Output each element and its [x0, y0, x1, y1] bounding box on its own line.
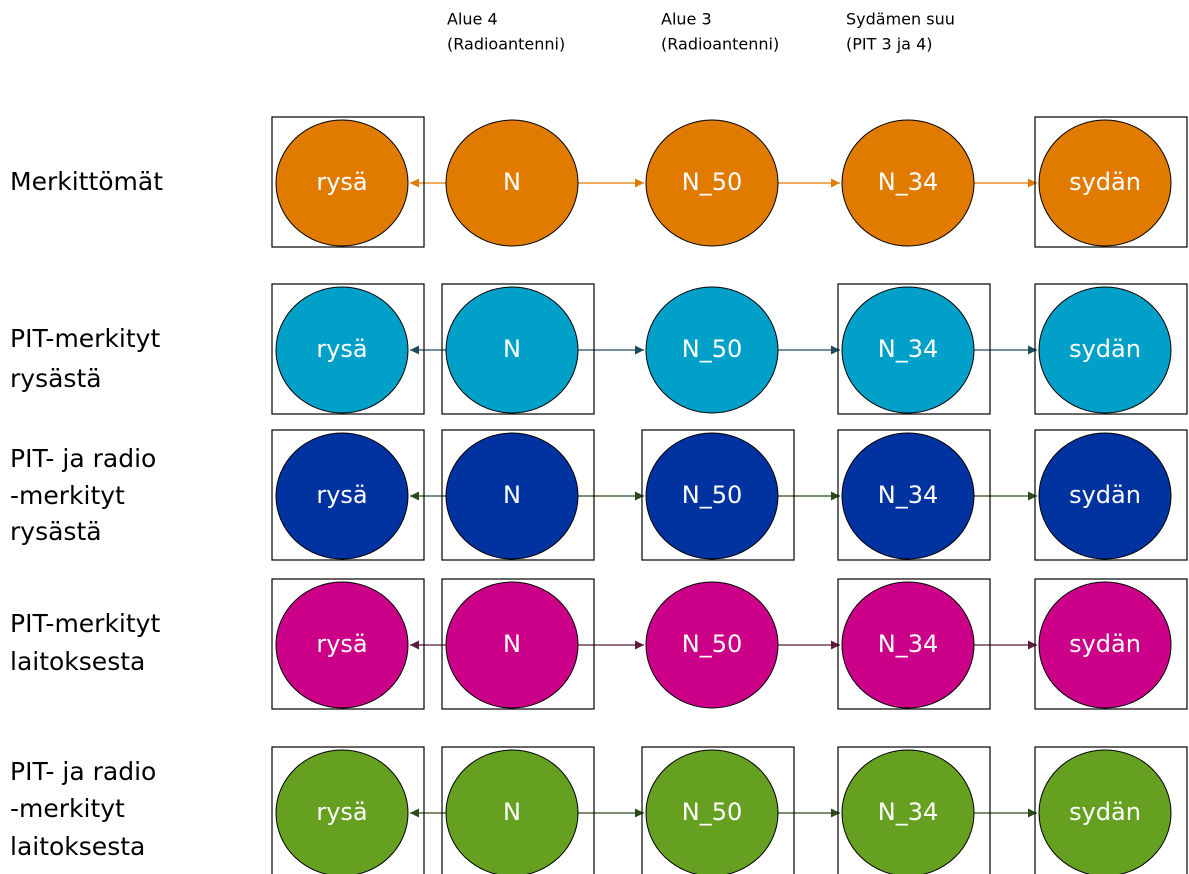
- row-label: PIT-merkityt: [10, 609, 160, 638]
- node: [445, 749, 579, 874]
- node: [275, 432, 409, 560]
- node-label: sydän: [1069, 335, 1141, 363]
- column-header: Alue 4: [447, 10, 498, 29]
- node-box: [441, 283, 595, 415]
- node-box: [641, 429, 795, 561]
- node: [645, 749, 779, 874]
- row-label: -merkityt: [10, 481, 125, 510]
- node: [645, 286, 779, 414]
- node-label: N_34: [878, 630, 939, 658]
- node-label: sydän: [1069, 630, 1141, 658]
- node-box: [271, 116, 425, 248]
- node-box: [837, 429, 991, 561]
- node: [275, 286, 409, 414]
- node-box: [837, 746, 991, 874]
- column-header: (PIT 3 ja 4): [846, 35, 933, 54]
- node-label: rysä: [316, 630, 367, 658]
- node: [841, 432, 975, 560]
- node-label: N_50: [682, 481, 743, 509]
- row-label: rysästä: [10, 364, 102, 393]
- row-label: -merkityt: [10, 794, 125, 823]
- node: [445, 581, 579, 709]
- node: [645, 119, 779, 247]
- row-label: Merkittömät: [10, 167, 163, 196]
- node-label: N_34: [878, 798, 939, 826]
- column-header: (Radioantenni): [447, 35, 565, 54]
- node-box: [271, 429, 425, 561]
- node-label: N: [503, 481, 521, 509]
- node-box: [1034, 116, 1188, 248]
- node: [275, 581, 409, 709]
- node-box: [837, 283, 991, 415]
- node-box: [441, 429, 595, 561]
- node-label: N_50: [682, 630, 743, 658]
- node-box: [271, 746, 425, 874]
- node: [841, 119, 975, 247]
- node-label: N_34: [878, 481, 939, 509]
- row-label: laitoksesta: [10, 647, 145, 676]
- node-box: [441, 746, 595, 874]
- node: [841, 749, 975, 874]
- node: [1038, 581, 1172, 709]
- node-label: sydän: [1069, 168, 1141, 196]
- node-box: [271, 578, 425, 710]
- node: [275, 119, 409, 247]
- node-label: sydän: [1069, 481, 1141, 509]
- node-box: [1034, 578, 1188, 710]
- node-label: rysä: [316, 335, 367, 363]
- node-label: N_50: [682, 168, 743, 196]
- node-label: rysä: [316, 481, 367, 509]
- node: [841, 286, 975, 414]
- node: [1038, 749, 1172, 874]
- node: [1038, 119, 1172, 247]
- node-label: rysä: [316, 798, 367, 826]
- row-label: PIT-merkityt: [10, 324, 160, 353]
- node-box: [1034, 283, 1188, 415]
- node-box: [271, 283, 425, 415]
- node-label: N: [503, 168, 521, 196]
- node-box: [1034, 746, 1188, 874]
- node: [445, 286, 579, 414]
- node: [645, 581, 779, 709]
- node-label: N_34: [878, 335, 939, 363]
- node-label: N: [503, 798, 521, 826]
- node: [275, 749, 409, 874]
- row-label: PIT- ja radio: [10, 444, 156, 473]
- node: [445, 119, 579, 247]
- node-label: sydän: [1069, 798, 1141, 826]
- node-label: N_50: [682, 798, 743, 826]
- node: [445, 432, 579, 560]
- column-header: Sydämen suu: [846, 10, 955, 29]
- row-label: PIT- ja radio: [10, 757, 156, 786]
- node-box: [837, 578, 991, 710]
- node: [645, 432, 779, 560]
- node-label: N_34: [878, 168, 939, 196]
- node-label: N: [503, 630, 521, 658]
- node-box: [641, 746, 795, 874]
- node-box: [1034, 429, 1188, 561]
- node: [1038, 432, 1172, 560]
- row-label: rysästä: [10, 517, 102, 546]
- node-label: N_50: [682, 335, 743, 363]
- node: [841, 581, 975, 709]
- column-header: (Radioantenni): [661, 35, 779, 54]
- row-label: laitoksesta: [10, 832, 145, 861]
- column-header: Alue 3: [661, 10, 712, 29]
- node: [1038, 286, 1172, 414]
- node-box: [441, 578, 595, 710]
- node-label: N: [503, 335, 521, 363]
- node-label: rysä: [316, 168, 367, 196]
